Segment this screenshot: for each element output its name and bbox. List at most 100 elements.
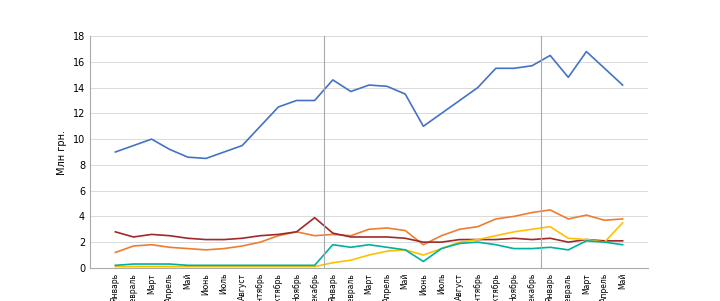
- ОМЕПРАЗОЛ (Фармак): [618, 239, 627, 243]
- ОМЕЗ (Dr. Reddy's): [510, 67, 518, 70]
- ОМЕЗ (Dr. Reddy's): [328, 78, 337, 82]
- ОМЕНАКС (Abryl Formulations): [455, 240, 464, 244]
- ОМЕПРАЗОЛ (Корпорация Артериум): [437, 234, 446, 237]
- ДИАПРАЗОЛ (Диа Фарма Лимитед): [383, 246, 392, 249]
- ДИАПРАЗОЛ (Диа Фарма Лимитед): [546, 246, 554, 249]
- ОМЕНАКС (Abryl Formulations): [546, 225, 554, 228]
- ОМЕПРАЗОЛ (Фармак): [582, 238, 590, 241]
- ДИАПРАЗОЛ (Диа Фарма Лимитед): [292, 263, 301, 267]
- ДИАПРАЗОЛ (Диа Фарма Лимитед): [220, 263, 228, 267]
- ДИАПРАЗОЛ (Диа Фарма Лимитед): [419, 260, 428, 263]
- ДИАПРАЗОЛ (Диа Фарма Лимитед): [238, 263, 246, 267]
- ОМЕПРАЗОЛ (Фармак): [383, 235, 392, 239]
- ОМЕПРАЗОЛ (Фармак): [492, 238, 500, 241]
- ОМЕПРАЗОЛ (Фармак): [274, 233, 283, 236]
- Line: ОМЕЗ (Dr. Reddy's): ОМЕЗ (Dr. Reddy's): [115, 51, 623, 158]
- ОМЕНАКС (Abryl Formulations): [238, 265, 246, 268]
- ДИАПРАЗОЛ (Диа Фарма Лимитед): [437, 247, 446, 250]
- ОМЕПРАЗОЛ (Корпорация Артериум): [528, 211, 536, 214]
- ОМЕНАКС (Abryl Formulations): [437, 247, 446, 250]
- ОМЕЗ (Dr. Reddy's): [310, 99, 319, 102]
- ОМЕНАКС (Abryl Formulations): [220, 265, 228, 268]
- ОМЕПРАЗОЛ (Корпорация Артериум): [220, 247, 228, 250]
- ОМЕПРАЗОЛ (Корпорация Артериум): [184, 247, 192, 250]
- ОМЕПРАЗОЛ (Фармак): [365, 235, 374, 239]
- ОМЕЗ (Dr. Reddy's): [346, 90, 355, 93]
- ОМЕНАКС (Abryl Formulations): [510, 230, 518, 234]
- ОМЕПРАЗОЛ (Корпорация Артериум): [582, 213, 590, 217]
- ОМЕЗ (Dr. Reddy's): [564, 76, 572, 79]
- ОМЕЗ (Dr. Reddy's): [582, 50, 590, 53]
- ОМЕНАКС (Abryl Formulations): [365, 253, 374, 257]
- ОМЕПРАЗОЛ (Фармак): [528, 238, 536, 241]
- ОМЕНАКС (Abryl Formulations): [492, 234, 500, 237]
- ОМЕПРАЗОЛ (Корпорация Артериум): [383, 226, 392, 230]
- ОМЕПРАЗОЛ (Фармак): [292, 230, 301, 234]
- ОМЕЗ (Dr. Reddy's): [256, 124, 265, 128]
- ДИАПРАЗОЛ (Диа Фарма Лимитед): [600, 240, 609, 244]
- ДИАПРАЗОЛ (Диа Фарма Лимитед): [564, 248, 572, 252]
- ОМЕПРАЗОЛ (Корпорация Артериум): [546, 208, 554, 212]
- ОМЕПРАЗОЛ (Корпорация Артериум): [455, 228, 464, 231]
- ОМЕПРАЗОЛ (Фармак): [437, 240, 446, 244]
- ОМЕНАКС (Abryl Formulations): [256, 265, 265, 268]
- ОМЕПРАЗОЛ (Корпорация Артериум): [256, 240, 265, 244]
- ОМЕЗ (Dr. Reddy's): [401, 92, 410, 96]
- ОМЕПРАЗОЛ (Фармак): [328, 231, 337, 235]
- ДИАПРАЗОЛ (Диа Фарма Лимитед): [618, 243, 627, 247]
- ОМЕЗ (Dr. Reddy's): [292, 99, 301, 102]
- ДИАПРАЗОЛ (Диа Фарма Лимитед): [328, 243, 337, 247]
- ОМЕПРАЗОЛ (Фармак): [148, 233, 156, 236]
- ОМЕНАКС (Abryl Formulations): [184, 265, 192, 268]
- ДИАПРАЗОЛ (Диа Фарма Лимитед): [365, 243, 374, 247]
- ОМЕПРАЗОЛ (Корпорация Артериум): [365, 228, 374, 231]
- ОМЕПРАЗОЛ (Фармак): [111, 230, 120, 234]
- ОМЕПРАЗОЛ (Фармак): [310, 216, 319, 219]
- ОМЕПРАЗОЛ (Корпорация Артериум): [129, 244, 138, 248]
- ДИАПРАЗОЛ (Диа Фарма Лимитед): [274, 263, 283, 267]
- ОМЕПРАЗОЛ (Корпорация Артериум): [274, 234, 283, 237]
- ОМЕНАКС (Abryl Formulations): [600, 240, 609, 244]
- ОМЕНАКС (Abryl Formulations): [564, 237, 572, 240]
- ОМЕНАКС (Abryl Formulations): [401, 248, 410, 252]
- ОМЕПРАЗОЛ (Фармак): [202, 238, 210, 241]
- ОМЕПРАЗОЛ (Корпорация Артериум): [401, 229, 410, 232]
- ДИАПРАЗОЛ (Диа Фарма Лимитед): [202, 263, 210, 267]
- ОМЕНАКС (Abryl Formulations): [346, 258, 355, 262]
- ОМЕЗ (Dr. Reddy's): [437, 112, 446, 115]
- ДИАПРАЗОЛ (Диа Фарма Лимитед): [473, 240, 482, 244]
- ДИАПРАЗОЛ (Диа Фарма Лимитед): [492, 243, 500, 247]
- ОМЕПРАЗОЛ (Фармак): [455, 238, 464, 241]
- ОМЕНАКС (Abryl Formulations): [473, 238, 482, 241]
- ОМЕПРАЗОЛ (Фармак): [473, 238, 482, 241]
- Line: ОМЕПРАЗОЛ (Корпорация Артериум): ОМЕПРАЗОЛ (Корпорация Артериум): [115, 210, 623, 253]
- ОМЕПРАЗОЛ (Корпорация Артериум): [492, 217, 500, 221]
- ОМЕЗ (Dr. Reddy's): [148, 137, 156, 141]
- ОМЕЗ (Dr. Reddy's): [365, 83, 374, 87]
- ОМЕПРАЗОЛ (Фармак): [600, 239, 609, 243]
- ОМЕЗ (Dr. Reddy's): [546, 54, 554, 57]
- ОМЕЗ (Dr. Reddy's): [129, 144, 138, 147]
- ОМЕПРАЗОЛ (Корпорация Артериум): [166, 246, 174, 249]
- ОМЕПРАЗОЛ (Корпорация Артериум): [473, 225, 482, 228]
- ОМЕЗ (Dr. Reddy's): [202, 157, 210, 160]
- ОМЕЗ (Dr. Reddy's): [528, 64, 536, 67]
- ДИАПРАЗОЛ (Диа Фарма Лимитед): [111, 263, 120, 267]
- Y-axis label: Млн грн.: Млн грн.: [57, 129, 67, 175]
- ОМЕПРАЗОЛ (Корпорация Артериум): [346, 234, 355, 237]
- ОМЕНАКС (Abryl Formulations): [419, 253, 428, 257]
- ОМЕПРАЗОЛ (Корпорация Артериум): [618, 217, 627, 221]
- ОМЕНАКС (Abryl Formulations): [202, 265, 210, 268]
- Line: ДИАПРАЗОЛ (Диа Фарма Лимитед): ДИАПРАЗОЛ (Диа Фарма Лимитед): [115, 241, 623, 265]
- ОМЕЗ (Dr. Reddy's): [383, 85, 392, 88]
- ДИАПРАЗОЛ (Диа Фарма Лимитед): [510, 247, 518, 250]
- ОМЕНАКС (Abryl Formulations): [148, 265, 156, 268]
- ДИАПРАЗОЛ (Диа Фарма Лимитед): [401, 248, 410, 252]
- ОМЕНАКС (Abryl Formulations): [274, 265, 283, 268]
- ДИАПРАЗОЛ (Диа Фарма Лимитед): [148, 262, 156, 266]
- ДИАПРАЗОЛ (Диа Фарма Лимитед): [582, 239, 590, 243]
- Line: ОМЕНАКС (Abryl Formulations): ОМЕНАКС (Abryl Formulations): [115, 223, 623, 267]
- ОМЕНАКС (Abryl Formulations): [166, 265, 174, 268]
- ОМЕПРАЗОЛ (Корпорация Артериум): [564, 217, 572, 221]
- ДИАПРАЗОЛ (Диа Фарма Лимитед): [310, 263, 319, 267]
